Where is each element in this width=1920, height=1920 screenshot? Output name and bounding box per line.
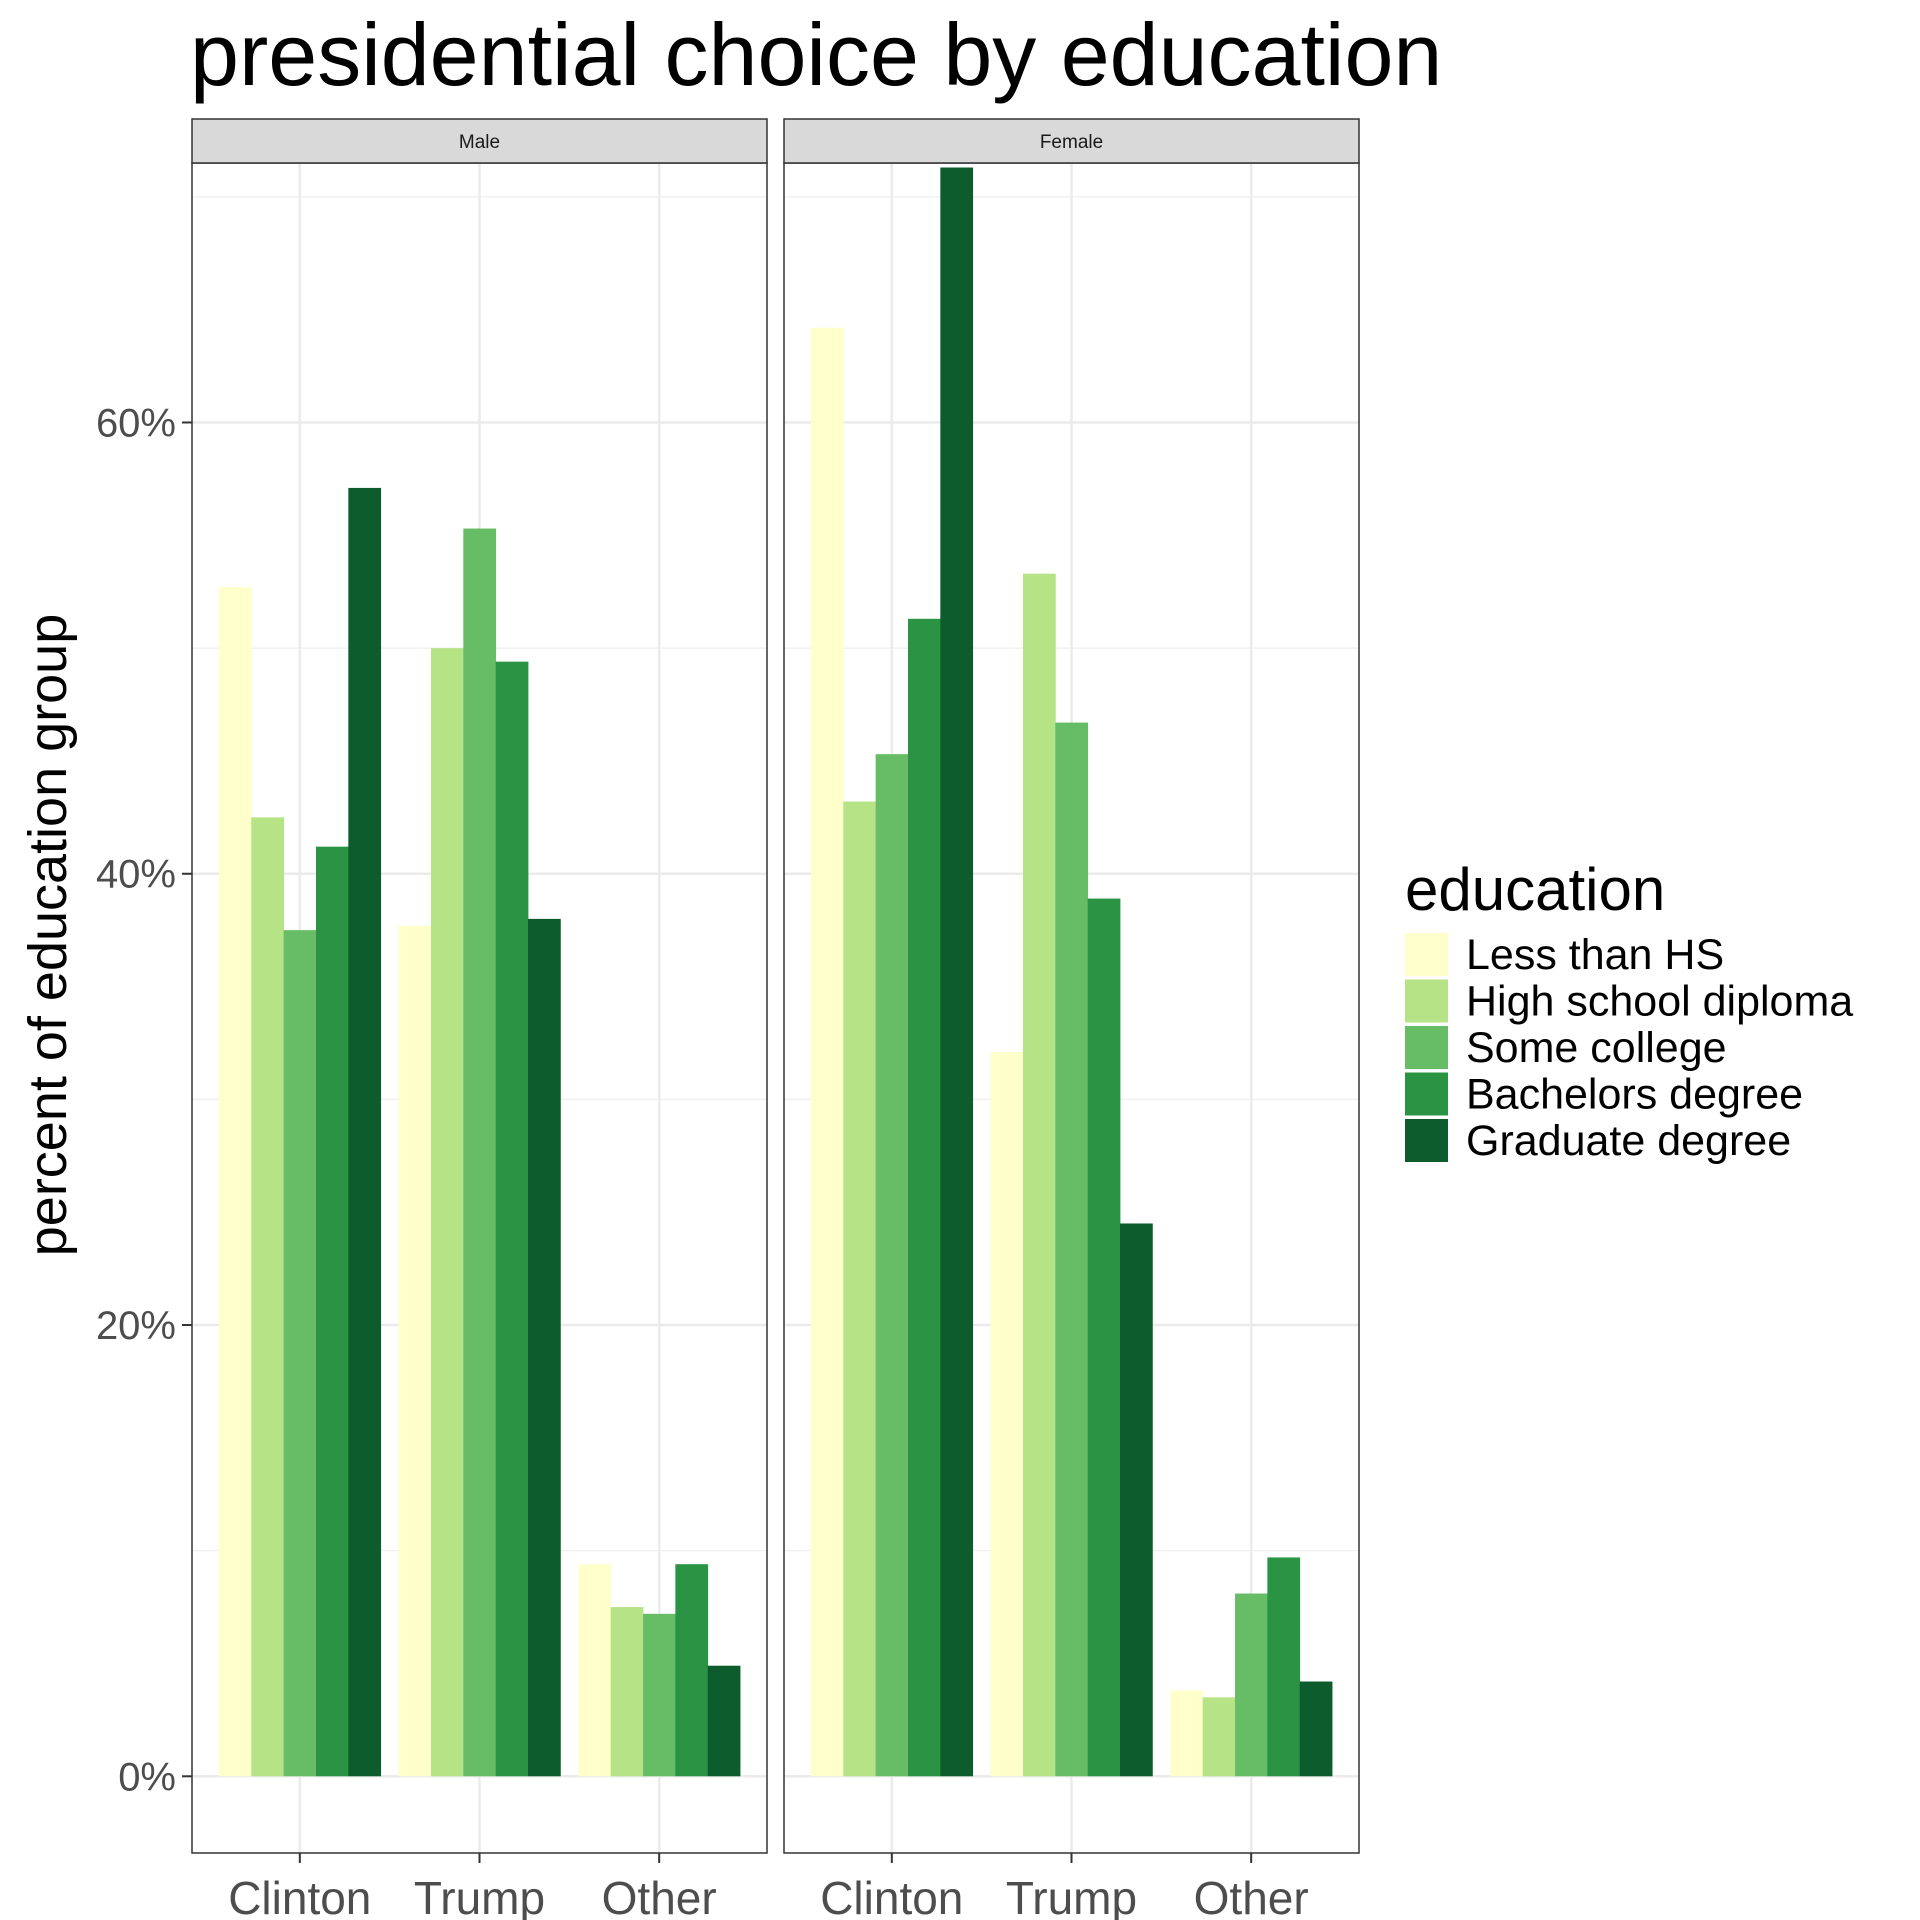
bar-female-trump-1 xyxy=(990,1051,1024,1777)
bar-male-other-1 xyxy=(578,1564,612,1777)
legend-item: Some college xyxy=(1405,1024,1727,1072)
bar-male-trump-4 xyxy=(495,661,529,1777)
legend-item: Graduate degree xyxy=(1405,1117,1791,1165)
y-tick-label: 0% xyxy=(118,1755,176,1799)
bar-male-trump-1 xyxy=(398,925,432,1777)
legend-label: Some college xyxy=(1466,1024,1727,1072)
facet-panel-female: Female Clinton Trump Other xyxy=(783,118,1360,1920)
legend-swatch xyxy=(1405,1119,1448,1162)
bar-male-trump-2 xyxy=(430,648,464,1777)
bar-female-other-3 xyxy=(1235,1593,1268,1777)
x-tick-label: Other xyxy=(602,1872,717,1920)
x-tick-label: Clinton xyxy=(228,1872,371,1920)
legend-swatch xyxy=(1405,933,1448,976)
bar-female-trump-3 xyxy=(1055,722,1089,1777)
bar-female-other-4 xyxy=(1267,1557,1301,1777)
facet-panels: Male Clinton Trump Other Female Clinton Trump O… xyxy=(191,118,1360,1920)
bar-male-other-2 xyxy=(610,1607,644,1777)
x-tick-label: Other xyxy=(1194,1872,1309,1920)
bar-female-trump-4 xyxy=(1087,898,1121,1777)
y-axis-label: percent of education group xyxy=(18,614,78,1256)
bar-female-trump-2 xyxy=(1022,573,1056,1777)
bar-female-clinton-2 xyxy=(843,801,877,1777)
bar-male-other-5 xyxy=(707,1665,741,1777)
facet-panel-male: Male Clinton Trump Other xyxy=(191,118,768,1920)
x-tick-label: Trump xyxy=(414,1872,545,1920)
bar-male-trump-3 xyxy=(463,528,497,1777)
bar-female-clinton-4 xyxy=(907,618,941,1777)
x-tick-label: Trump xyxy=(1006,1872,1137,1920)
legend-label: Less than HS xyxy=(1466,931,1724,979)
legend-item: Bachelors degree xyxy=(1405,1071,1803,1119)
bar-female-clinton-5 xyxy=(940,167,974,1777)
legend-item: Less than HS xyxy=(1405,931,1724,979)
y-axis: 0% 20% 40% 60% xyxy=(96,401,192,1799)
facet-strip-label: Male xyxy=(459,132,500,153)
bar-female-trump-5 xyxy=(1120,1223,1153,1777)
bar-male-clinton-4 xyxy=(315,846,349,1777)
bar-male-other-3 xyxy=(643,1613,676,1777)
legend-title: education xyxy=(1405,856,1665,923)
facet-strip xyxy=(191,118,768,164)
legend-label: High school diploma xyxy=(1466,978,1853,1026)
x-tick-label: Clinton xyxy=(820,1872,963,1920)
legend-swatch xyxy=(1405,1072,1448,1116)
legend-label: Graduate degree xyxy=(1466,1117,1791,1165)
bar-female-other-1 xyxy=(1170,1690,1204,1777)
y-tick-label: 40% xyxy=(96,853,176,897)
bar-male-clinton-1 xyxy=(218,587,252,1777)
bar-female-other-2 xyxy=(1202,1697,1236,1777)
legend-swatch xyxy=(1405,979,1448,1023)
chart-title: presidential choice by education xyxy=(190,5,1442,104)
bar-male-clinton-2 xyxy=(251,817,285,1777)
facet-strip xyxy=(783,118,1360,164)
bar-female-other-5 xyxy=(1299,1681,1333,1777)
facet-strip-label: Female xyxy=(1040,132,1103,153)
bar-female-clinton-1 xyxy=(810,327,844,1777)
bar-male-other-4 xyxy=(675,1564,709,1777)
legend-swatch xyxy=(1405,1026,1448,1069)
legend-item: High school diploma xyxy=(1405,978,1853,1026)
y-tick-label: 20% xyxy=(96,1304,176,1348)
legend-label: Bachelors degree xyxy=(1466,1071,1803,1119)
bar-female-clinton-3 xyxy=(875,754,909,1777)
y-tick-label: 60% xyxy=(96,401,176,445)
bar-male-trump-5 xyxy=(528,918,561,1777)
bar-male-clinton-5 xyxy=(348,487,382,1777)
bar-male-clinton-3 xyxy=(283,930,317,1777)
